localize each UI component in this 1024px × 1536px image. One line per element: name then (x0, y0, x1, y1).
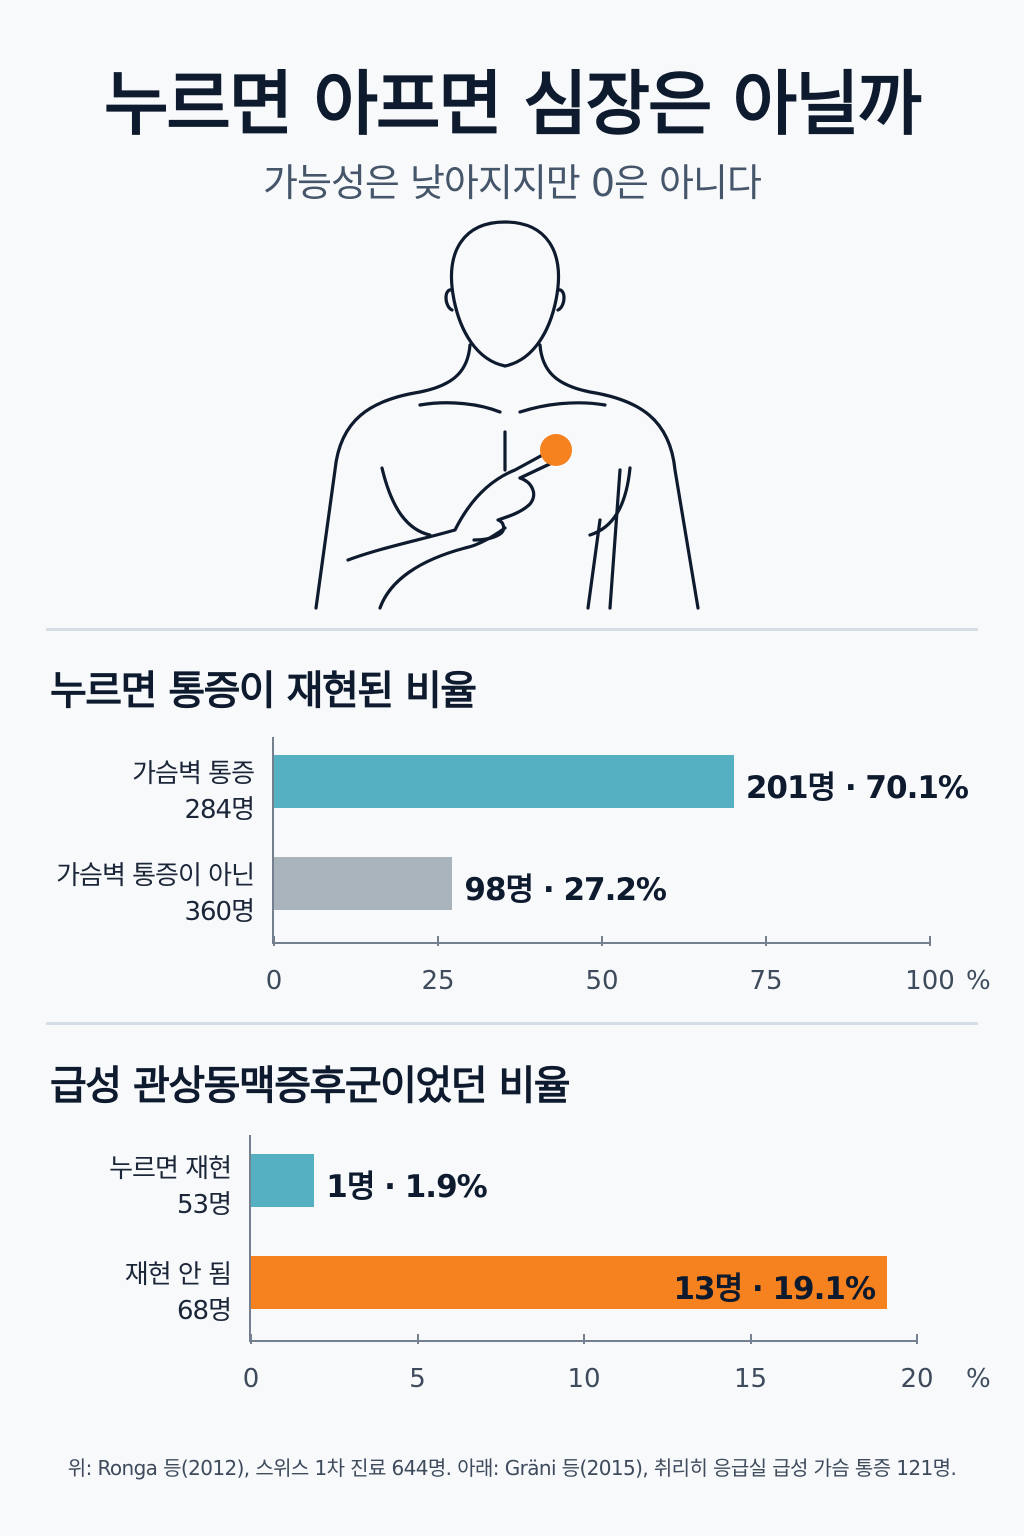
pain-point-marker (540, 434, 572, 466)
page-title: 누르면 아프면 심장은 아닐까 (104, 63, 922, 145)
chart1-tick-label-4: 75 (749, 966, 783, 996)
chart1-tick-1 (273, 936, 275, 946)
chart2-tick-3 (583, 1334, 585, 1344)
divider-middle (46, 1022, 978, 1025)
chart2-unit-label: % (966, 1364, 991, 1394)
chart2-category-label-1: 누르면 재현 53명 (109, 1154, 232, 1220)
chart2-y-axis (249, 1135, 251, 1342)
chart1-category-label-1: 가슴벽 통증 284명 (132, 759, 255, 825)
chart1-bar-2 (274, 857, 453, 910)
chart2-bar-1 (251, 1154, 315, 1207)
chart2-tick-label-1: 0 (242, 1364, 260, 1394)
chart1-tick-4 (765, 936, 767, 946)
chart2-tick-label-5: 20 (900, 1364, 934, 1394)
chart1-tick-3 (601, 936, 603, 946)
chart1-category-label-2: 가슴벽 통증이 아닌 360명 (56, 861, 255, 927)
chart1-tick-label-3: 50 (585, 966, 619, 996)
chart1-tick-label-5: 100 (905, 966, 955, 996)
chart2-tick-4 (749, 1334, 752, 1344)
divider-top (46, 628, 978, 631)
chart2-tick-label-2: 5 (409, 1364, 426, 1394)
chart1-title: 누르면 통증이 재현된 비율 (50, 668, 477, 714)
chart1-y-axis (272, 737, 274, 944)
chart1-bar-1 (274, 755, 734, 808)
chart2-data-label-1: 1명 · 1.9% (326, 1168, 487, 1205)
chart1-tick-5 (929, 936, 931, 946)
chart2-tick-label-3: 10 (567, 1364, 601, 1394)
chart2-bar-2 (251, 1256, 888, 1309)
chart2-data-label-2: 13명 · 19.1% (673, 1270, 876, 1307)
chart1-data-label-1: 201명 · 70.1% (745, 769, 969, 806)
chart1-tick-label-2: 25 (421, 966, 455, 996)
chart1-data-label-2: 98명 · 27.2% (464, 871, 667, 908)
chart1-tick-label-1: 0 (265, 966, 283, 996)
torso-pointing-illustration (314, 220, 700, 610)
chart2-tick-5 (916, 1334, 918, 1344)
chart2-title: 급성 관상동맥증후군이었던 비율 (50, 1063, 571, 1109)
chart1-unit-label: % (966, 966, 991, 996)
chart2-tick-2 (416, 1334, 419, 1344)
page-subtitle: 가능성은 낮아지지만 0은 아니다 (263, 161, 762, 205)
chart2-category-label-2: 재현 안 됨 68명 (124, 1260, 232, 1326)
source-note: 위: Ronga 등(2012), 스위스 1차 진료 644명. 아래: Gr… (67, 1456, 957, 1480)
chart2-tick-label-4: 15 (733, 1364, 768, 1394)
chart2-tick-1 (250, 1334, 252, 1344)
chart1-tick-2 (437, 936, 439, 946)
